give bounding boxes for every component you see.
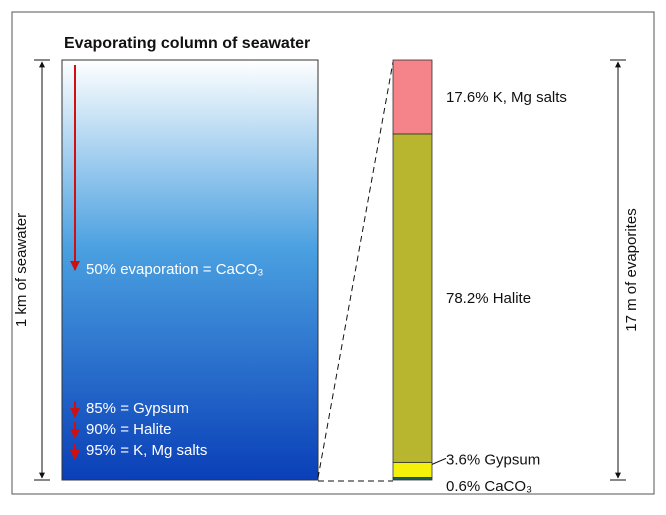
frame bbox=[11, 11, 655, 495]
right-axis-label: 17 m of evaporites bbox=[623, 208, 640, 331]
evaporite-layer bbox=[392, 59, 433, 135]
stage-text: evaporation = CaCO₃ bbox=[120, 261, 263, 278]
stage-text: = Gypsum bbox=[120, 400, 189, 417]
stage-percent: 90% bbox=[86, 421, 116, 438]
layer-mineral: Halite bbox=[493, 290, 531, 307]
title: Evaporating column of seawater bbox=[64, 35, 310, 52]
stage-percent: 50% bbox=[86, 261, 116, 278]
stage-label: 95% = K, Mg salts bbox=[86, 442, 207, 459]
leader-line bbox=[431, 457, 447, 465]
layer-percent: 0.6% bbox=[446, 478, 480, 495]
stage-text: = K, Mg salts bbox=[120, 442, 207, 459]
stage-label: 85% = Gypsum bbox=[86, 400, 189, 417]
evaporite-layer bbox=[392, 461, 433, 478]
left-axis-label: 1 km of seawater bbox=[13, 213, 30, 327]
connector bbox=[317, 61, 394, 479]
layer-label: 0.6% CaCO₃ bbox=[446, 478, 532, 495]
stage-label: 50% evaporation = CaCO₃ bbox=[86, 261, 263, 278]
layer-label: 3.6% Gypsum bbox=[446, 451, 540, 468]
layer-mineral: Gypsum bbox=[484, 451, 540, 468]
layer-percent: 3.6% bbox=[446, 451, 480, 468]
stage-percent: 95% bbox=[86, 442, 116, 459]
layer-percent: 17.6% bbox=[446, 89, 489, 106]
layer-label: 17.6% K, Mg salts bbox=[446, 89, 567, 106]
stage-text: = Halite bbox=[120, 421, 171, 438]
seawater-column bbox=[61, 59, 319, 481]
layer-mineral: K, Mg salts bbox=[493, 89, 567, 106]
stage-percent: 85% bbox=[86, 400, 116, 417]
layer-label: 78.2% Halite bbox=[446, 290, 531, 307]
layer-mineral: CaCO₃ bbox=[484, 478, 532, 495]
stage-label: 90% = Halite bbox=[86, 421, 171, 438]
evaporite-layer bbox=[392, 133, 433, 463]
layer-percent: 78.2% bbox=[446, 290, 489, 307]
